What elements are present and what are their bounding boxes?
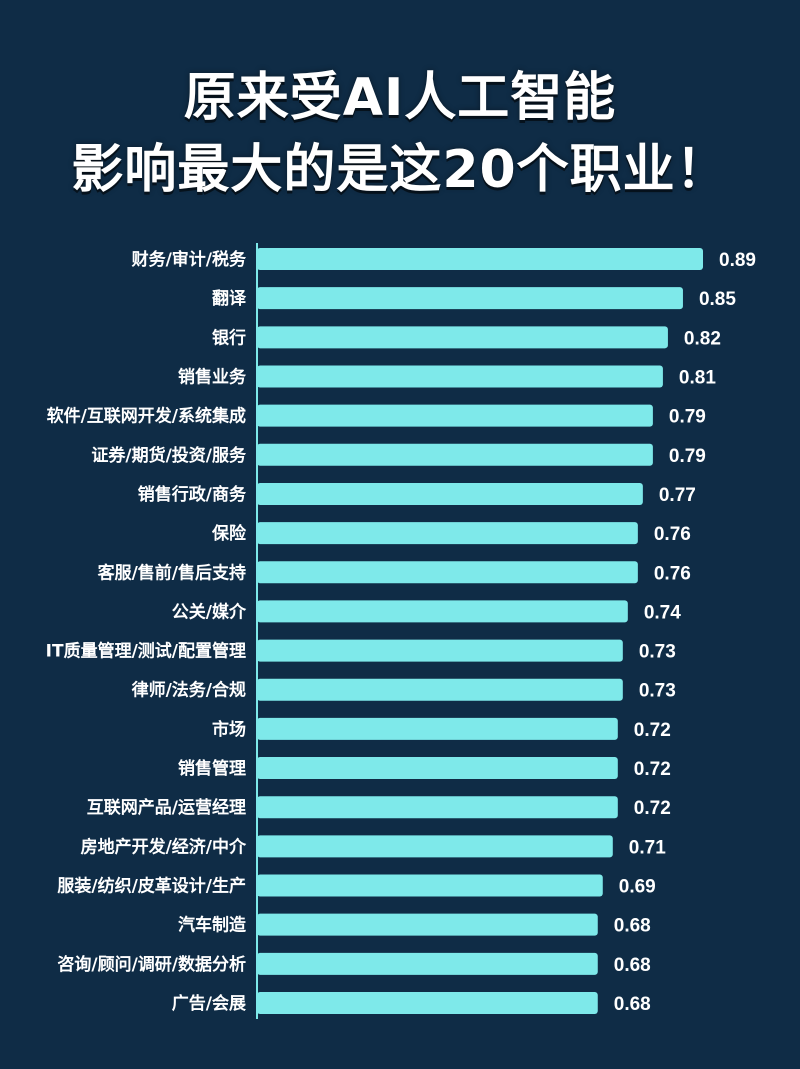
value-label: 0.79 — [669, 446, 706, 467]
bar — [257, 287, 683, 310]
value-label: 0.76 — [654, 563, 691, 584]
bar — [257, 600, 628, 623]
bar — [257, 365, 663, 388]
category-label: 互联网产品/运营经理 — [87, 797, 246, 818]
category-label: 汽车制造 — [178, 915, 247, 936]
value-label: 0.74 — [644, 602, 681, 623]
category-label: 销售业务 — [178, 366, 247, 387]
category-label: 软件/互联网开发/系统集成 — [47, 406, 246, 427]
bar — [257, 482, 643, 505]
value-label: 0.73 — [639, 681, 676, 702]
value-label: 0.72 — [634, 720, 671, 741]
value-label: 0.76 — [654, 524, 691, 545]
category-label: 销售管理 — [178, 758, 246, 779]
category-label: IT质量管理/测试/配置管理 — [46, 641, 246, 662]
value-label: 0.72 — [634, 798, 671, 819]
value-label: 0.79 — [669, 407, 706, 428]
bar — [257, 639, 623, 662]
bar — [257, 248, 703, 270]
value-label: 0.85 — [699, 289, 736, 310]
value-label: 0.81 — [679, 367, 716, 388]
value-label: 0.73 — [639, 642, 676, 663]
category-label: 保险 — [211, 523, 247, 544]
bar — [257, 678, 623, 701]
bar — [257, 835, 613, 858]
bar — [257, 952, 598, 975]
category-label: 证券/期货/投资/服务 — [91, 445, 247, 466]
chart-title: 原来受AI人工智能 影响最大的是这20个职业！ — [0, 62, 800, 206]
bar — [257, 561, 638, 584]
bar — [257, 326, 668, 349]
value-label: 0.82 — [684, 328, 721, 349]
value-label: 0.68 — [614, 916, 651, 937]
category-label: 银行 — [212, 327, 246, 348]
category-label: 客服/售前/售后支持 — [97, 562, 246, 583]
category-label: 咨询/顾问/调研/数据分析 — [57, 954, 246, 975]
value-label: 0.68 — [614, 994, 651, 1015]
category-label: 服装/纺织/皮革设计/生产 — [57, 876, 246, 897]
bar — [257, 404, 653, 427]
title-line-2: 影响最大的是这20个职业！ — [71, 140, 729, 200]
value-label: 0.72 — [634, 759, 671, 780]
bar — [257, 757, 618, 780]
bar — [257, 913, 598, 936]
category-label: 房地产开发/经济/中介 — [81, 836, 247, 857]
title-line-1: 原来受AI人工智能 — [183, 68, 617, 128]
category-label: 律师/法务/合规 — [131, 680, 246, 701]
value-label: 0.71 — [629, 837, 666, 858]
category-label: 公关/媒介 — [172, 601, 247, 622]
value-label: 0.89 — [719, 250, 756, 271]
category-label: 翻译 — [212, 288, 247, 309]
category-label: 市场 — [212, 719, 246, 740]
category-label: 广告/会展 — [172, 993, 246, 1014]
category-label: 财务/审计/税务 — [131, 249, 247, 270]
bar — [257, 443, 653, 466]
value-label: 0.77 — [659, 485, 696, 506]
value-label: 0.69 — [619, 877, 656, 898]
bar — [257, 522, 638, 545]
bar — [257, 874, 603, 897]
bar — [257, 796, 618, 819]
category-label: 销售行政/商务 — [138, 484, 247, 505]
bar — [257, 717, 618, 740]
bar — [257, 992, 598, 1014]
value-label: 0.68 — [614, 955, 651, 976]
